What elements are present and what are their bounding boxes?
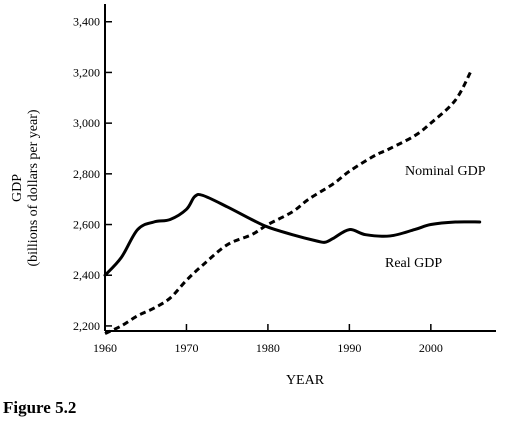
- series-layer: [103, 69, 482, 335]
- y-tick-label: 2,800: [73, 167, 100, 181]
- y-tick-label: 3,400: [73, 15, 100, 29]
- y-axis-title-line2: (billions of dollars per year): [26, 109, 41, 266]
- real-gdp-series-line: [103, 192, 482, 277]
- y-axis-title-line1: GDP: [10, 174, 25, 202]
- x-tick-label: 1980: [256, 341, 280, 355]
- figure-caption: Figure 5.2: [3, 398, 77, 417]
- gdp-line-chart: 2,200 2,400 2,600 2,800 3,000 3,200 3,400 1960 1…: [10, 4, 496, 388]
- y-axis-title: GDP (billions of dollars per year): [10, 109, 41, 266]
- x-axis-title: YEAR: [286, 373, 325, 388]
- axis-ticks: 2,200 2,400 2,600 2,800 3,000 3,200 3,400 1960 1…: [73, 15, 443, 355]
- y-tick-label: 2,600: [73, 218, 100, 232]
- x-tick-label: 1970: [174, 341, 198, 355]
- y-tick-label: 2,200: [73, 319, 100, 333]
- nominal-gdp-series-line: [104, 69, 473, 335]
- x-tick-label: 2000: [419, 341, 443, 355]
- x-tick-label: 1990: [337, 341, 361, 355]
- y-tick-label: 3,000: [73, 116, 100, 130]
- x-tick-label: 1960: [93, 341, 117, 355]
- real-gdp-label: Real GDP: [385, 256, 442, 271]
- y-tick-label: 2,400: [73, 268, 100, 282]
- nominal-gdp-label: Nominal GDP: [405, 164, 486, 179]
- y-tick-label: 3,200: [73, 65, 100, 79]
